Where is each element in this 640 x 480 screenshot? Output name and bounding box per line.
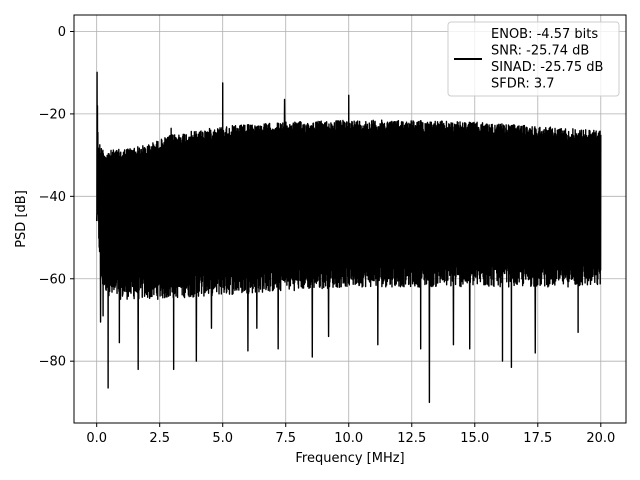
- legend-sfdr: SFDR: 3.7: [491, 77, 555, 92]
- x-tick-label: 5.0: [212, 431, 233, 446]
- x-tick-label: 20.0: [586, 431, 615, 446]
- y-tick-label: 0: [58, 25, 66, 40]
- x-axis-label: Frequency [MHz]: [295, 451, 404, 466]
- x-tick-label: 10.0: [334, 431, 363, 446]
- y-tick-label: −20: [39, 107, 66, 122]
- x-axis-ticks: 0.0 2.5 5.0 7.5 10.0 12.5 15.0 17.5 20.0: [86, 423, 615, 446]
- plot-area: [95, 71, 602, 404]
- x-tick-label: 15.0: [460, 431, 489, 446]
- x-tick-label: 7.5: [275, 431, 296, 446]
- axes: [73, 14, 627, 424]
- y-tick-label: −80: [39, 355, 66, 370]
- legend-snr: SNR: -25.74 dB: [491, 44, 589, 59]
- x-tick-label: 2.5: [149, 431, 170, 446]
- legend-box: [447, 21, 620, 97]
- legend-sinad: SINAD: -25.75 dB: [491, 60, 603, 75]
- x-tick-label: 17.5: [523, 431, 552, 446]
- x-tick-label: 12.5: [397, 431, 426, 446]
- psd-trace: [95, 71, 602, 404]
- y-tick-label: −60: [39, 272, 66, 287]
- y-axis-label: PSD [dB]: [14, 190, 29, 248]
- x-tick-label: 0.0: [86, 431, 107, 446]
- series-psd: [95, 71, 602, 404]
- y-axis-ticks: 0 −20 −40 −60 −80: [39, 25, 74, 370]
- legend-enob: ENOB: -4.57 bits: [491, 27, 598, 42]
- legend: ENOB: -4.57 bits SNR: -25.74 dB SINAD: -…: [447, 21, 620, 97]
- y-tick-label: −40: [39, 190, 66, 205]
- axes-frame: [73, 14, 627, 424]
